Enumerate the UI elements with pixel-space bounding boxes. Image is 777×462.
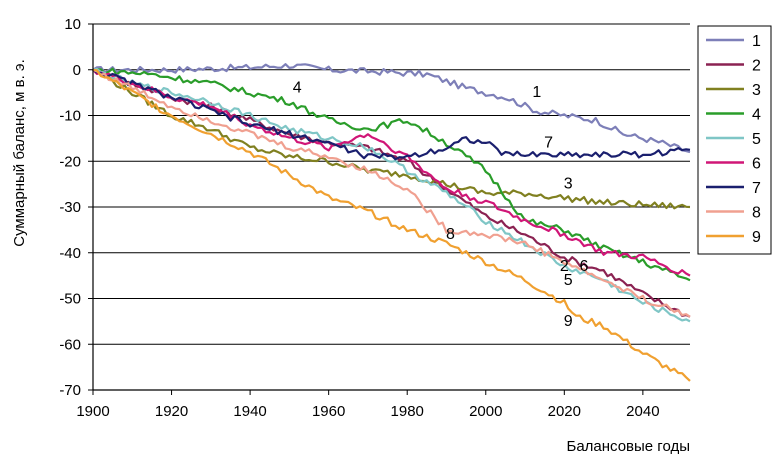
legend-label-8: 8 (752, 205, 761, 222)
series-line-9 (92, 68, 691, 382)
annotation-5: 5 (564, 272, 573, 289)
x-axis-label: Балансовые годы (566, 438, 690, 455)
y-tick-label: 10 (64, 16, 81, 33)
annotation-1: 1 (532, 84, 541, 101)
y-tick-label: -60 (59, 336, 81, 353)
legend: 1 2 3 4 5 6 7 8 9 (697, 25, 772, 255)
line-annotations: 1 2 3 4 56 7 8 9 (293, 80, 589, 330)
x-tick-label: 1940 (233, 403, 266, 420)
axes (88, 23, 690, 395)
legend-label-3: 3 (752, 82, 761, 99)
legend-label-6: 6 (752, 156, 761, 173)
x-tick-label: 1980 (391, 403, 424, 420)
annotation-8: 8 (446, 226, 455, 243)
legend-label-2: 2 (752, 58, 761, 75)
legend-label-4: 4 (752, 107, 761, 124)
x-tick-label: 2000 (469, 403, 502, 420)
series-line-4 (92, 67, 691, 282)
y-tick-label: -70 (59, 382, 81, 399)
y-tick-label: -20 (59, 153, 81, 170)
annotation-4: 4 (293, 80, 302, 97)
y-axis-label: Суммарный баланс, м в. э. (11, 59, 28, 247)
series-line-5 (92, 67, 691, 323)
annotation-3: 3 (564, 176, 573, 193)
x-tick-label: 1920 (155, 403, 188, 420)
tick-labels: 10 0 -10 -20 -30 -40 -50 -60 -70 1900 1920 1940 1960… (59, 16, 659, 420)
legend-label-7: 7 (752, 180, 761, 197)
series-line-6 (92, 69, 691, 277)
y-tick-label: 0 (73, 62, 81, 79)
annotation-9: 9 (564, 313, 573, 330)
series-lines (92, 63, 691, 382)
legend-label-9: 9 (752, 229, 761, 246)
x-tick-label: 1960 (312, 403, 345, 420)
annotation-2: 2 (560, 258, 569, 275)
series-line-7 (92, 68, 691, 161)
annotation-7: 7 (544, 135, 553, 152)
x-tick-label: 2040 (626, 403, 659, 420)
x-tick-label: 2020 (548, 403, 581, 420)
legend-label-1: 1 (752, 33, 761, 50)
x-tick-label: 1900 (76, 403, 109, 420)
series-line-3 (92, 68, 691, 210)
annotation-6: 6 (580, 258, 589, 275)
y-tick-label: -10 (59, 108, 81, 125)
series-line-1 (92, 63, 691, 154)
legend-label-5: 5 (752, 131, 761, 148)
y-tick-label: -50 (59, 291, 81, 308)
series-line-8 (92, 68, 691, 318)
y-tick-label: -40 (59, 245, 81, 262)
y-tick-label: -30 (59, 199, 81, 216)
